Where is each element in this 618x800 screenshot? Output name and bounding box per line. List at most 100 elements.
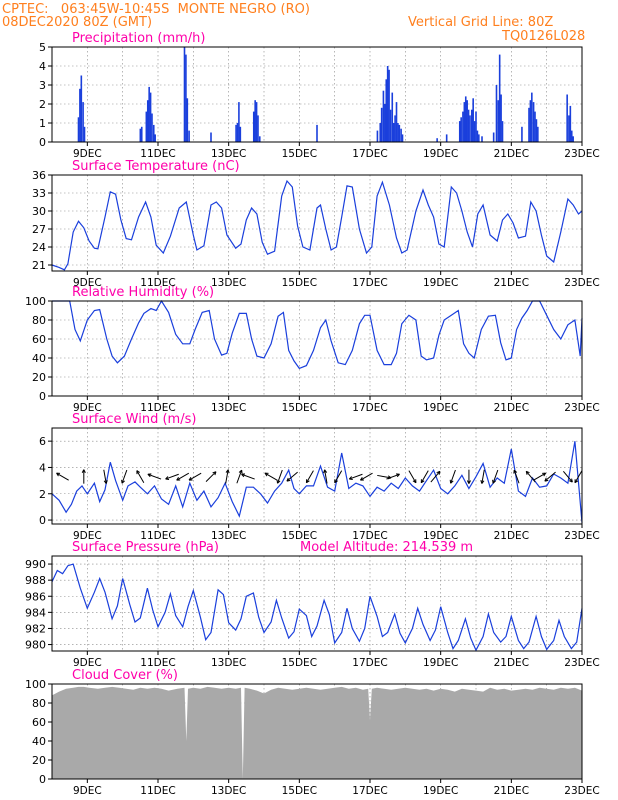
y-tick-label: 990 — [25, 558, 46, 571]
x-tick-label: 19DEC — [423, 402, 458, 414]
precip-bar — [236, 123, 239, 142]
precip-bar — [139, 128, 142, 142]
precip-bar — [458, 121, 461, 142]
x-tick-label: 21DEC — [494, 402, 529, 414]
precip-bar — [401, 134, 404, 142]
y-tick-label: 4 — [39, 60, 46, 73]
precip-bar — [238, 102, 240, 142]
precip-bar — [532, 102, 535, 142]
precip-bar — [570, 130, 573, 142]
precip-bar — [140, 126, 143, 142]
precip-bar — [376, 130, 379, 142]
x-tick-label: 17DEC — [352, 148, 387, 160]
precip-bar — [392, 123, 395, 142]
x-tick-label: 13DEC — [211, 402, 246, 414]
wind-arrow — [562, 470, 573, 483]
wind-arrow — [236, 469, 243, 484]
precip-bar — [397, 123, 399, 142]
wind-frame — [51, 427, 583, 525]
wind-arrow — [305, 470, 314, 484]
precip-panel: 0 1 2 3 4 5 9DEC 11DEC 13DEC 15DEC 17DEC 19DEC 21DEC… — [39, 31, 600, 160]
y-tick-label: 80 — [32, 697, 46, 710]
wind-arrow — [334, 470, 343, 484]
precip-bar — [188, 130, 190, 142]
precip-bar — [395, 102, 398, 142]
x-tick-label: 21DEC — [494, 657, 529, 669]
temp-title: Surface Temperature (nC) — [72, 159, 240, 174]
x-tick-label: 19DEC — [423, 785, 458, 797]
precip-bar — [379, 123, 382, 142]
wind-arrow — [165, 473, 179, 480]
y-tick-label: 0 — [39, 514, 46, 527]
x-tick-label: 11DEC — [140, 530, 175, 542]
x-tick-label: 9DEC — [73, 657, 102, 669]
y-tick-label: 5 — [39, 41, 46, 54]
precip-bar — [470, 109, 473, 142]
precip-bar — [389, 109, 392, 142]
precip-bar — [235, 124, 237, 142]
wind-arrow — [420, 470, 429, 484]
wind-arrow — [225, 469, 230, 484]
x-tick-label: 15DEC — [282, 785, 317, 797]
y-tick-label: 2 — [39, 98, 46, 111]
x-tick-label: 11DEC — [140, 148, 175, 160]
wind-series-line — [51, 441, 583, 523]
precip-bar — [386, 66, 389, 142]
header-run-date: 08DEC2020 80Z (GMT) — [2, 15, 153, 30]
precip-bar — [500, 94, 502, 142]
wind-arrow — [56, 472, 69, 481]
x-tick-label: 11DEC — [140, 785, 175, 797]
header-model-id: TQ0126L028 — [502, 29, 586, 44]
precip-bar — [255, 102, 258, 142]
precip-bar — [183, 47, 186, 142]
precip-bar — [185, 54, 187, 142]
precip-bar — [149, 92, 152, 142]
wind-arrow — [480, 469, 485, 484]
wind-arrow — [241, 473, 255, 480]
rh-frame — [51, 300, 583, 397]
rh-series-line — [52, 299, 583, 370]
precip-bar — [460, 117, 462, 142]
x-tick-label: 13DEC — [211, 530, 246, 542]
wind-arrow — [533, 472, 547, 481]
y-tick-label: 24 — [32, 241, 46, 254]
precip-bar — [569, 105, 572, 142]
cloud-frame — [51, 683, 583, 780]
precip-bar — [492, 132, 495, 142]
precip-bar — [80, 75, 83, 142]
precip-bar — [239, 126, 242, 142]
y-tick-label: 21 — [32, 259, 46, 272]
precip-bar — [473, 121, 476, 142]
y-tick-label: 40 — [32, 735, 46, 748]
y-tick-label: 27 — [32, 223, 46, 236]
precip-bar — [528, 107, 530, 142]
x-tick-label: 19DEC — [423, 657, 458, 669]
wind-arrow — [430, 470, 441, 483]
precip-bar — [476, 130, 479, 142]
precip-bar — [501, 121, 504, 142]
wind-arrow — [544, 471, 556, 482]
precip-bar — [186, 98, 189, 142]
rh-title: Relative Humidity (%) — [72, 285, 214, 300]
x-tick-label: 21DEC — [494, 148, 529, 160]
y-tick-label: 0 — [39, 390, 46, 403]
y-tick-label: 4 — [39, 461, 46, 474]
y-tick-label: 60 — [32, 716, 46, 729]
precip-bar — [535, 119, 538, 142]
precip-bar — [568, 115, 570, 142]
precip-bar — [145, 111, 148, 142]
y-tick-label: 980 — [25, 639, 46, 652]
precip-bar — [79, 88, 81, 142]
precip-bar — [478, 134, 480, 142]
precip-bar — [445, 134, 448, 142]
precip-bar — [497, 100, 500, 142]
x-tick-label: 23DEC — [564, 657, 599, 669]
wind-arrow — [286, 471, 298, 482]
y-tick-label: 2 — [39, 488, 46, 501]
precip-bar — [534, 111, 536, 142]
wind-arrow — [359, 472, 373, 481]
wind-arrow — [205, 471, 217, 482]
x-tick-label: 23DEC — [564, 530, 599, 542]
pressure-subtitle: Model Altitude: 214.539 m — [300, 540, 473, 555]
